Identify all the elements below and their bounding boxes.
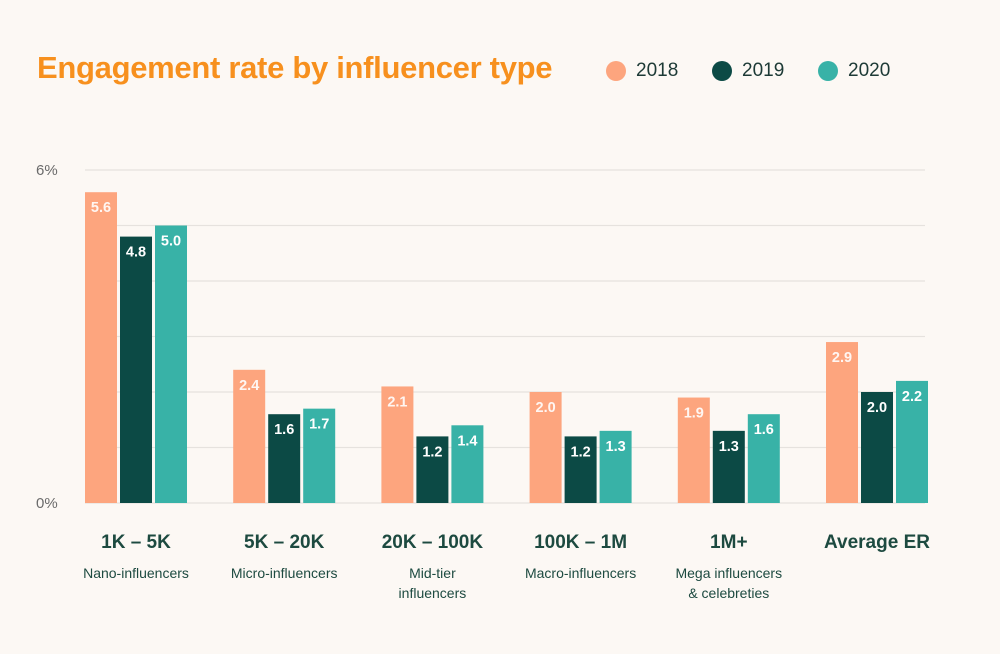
y-tick-label: 0% <box>36 495 58 512</box>
bar-2019 <box>564 436 597 503</box>
data-label: 2.4 <box>239 378 259 394</box>
data-label: 5.0 <box>161 234 181 250</box>
legend-swatch <box>606 61 626 81</box>
data-label: 1.6 <box>274 422 294 438</box>
subcategory-label: influencers <box>399 585 467 601</box>
data-label: 1.9 <box>684 406 704 422</box>
subcategory-label: Mid-tier <box>409 565 456 581</box>
data-label: 4.8 <box>126 245 146 261</box>
legend-item-2019: 2019 <box>712 60 784 82</box>
data-label: 5.6 <box>91 200 111 216</box>
legend-swatch <box>712 61 732 81</box>
category-label: 5K – 20K <box>244 532 325 553</box>
bar-2018 <box>85 192 117 503</box>
legend-swatch <box>818 61 838 81</box>
legend-label: 2019 <box>742 60 785 81</box>
data-label: 1.6 <box>754 422 774 438</box>
bar-2019 <box>416 436 449 503</box>
bar-2020 <box>451 425 484 503</box>
data-label: 2.2 <box>902 389 922 405</box>
subcategory-label: Mega influencers <box>675 565 782 581</box>
bar-2020 <box>303 408 336 503</box>
y-tick-label: 6% <box>36 162 58 179</box>
data-label: 2.9 <box>832 350 852 366</box>
chart-title: Engagement rate by influencer type <box>37 50 553 85</box>
bar-2019 <box>120 236 152 503</box>
data-label: 1.2 <box>571 444 591 460</box>
legend-label: 2020 <box>848 60 891 81</box>
data-label: 1.4 <box>457 433 477 449</box>
data-label: 1.3 <box>606 439 626 455</box>
category-label: 20K – 100K <box>382 532 484 553</box>
bar-2018 <box>677 397 710 503</box>
legend-label: 2018 <box>636 60 679 81</box>
bar-2019 <box>861 392 893 503</box>
bar-2018 <box>381 386 414 503</box>
bar-2020 <box>747 414 780 503</box>
category-label: Average ER <box>824 532 930 553</box>
subcategory-label: & celebreties <box>688 585 769 601</box>
data-label: 1.3 <box>719 439 739 455</box>
bar-2020 <box>155 225 187 503</box>
bar-2018 <box>233 369 266 503</box>
bar-2018 <box>826 342 858 503</box>
bar-2018 <box>529 392 562 503</box>
subcategory-label: Micro-influencers <box>231 565 338 581</box>
category-label: 1K – 5K <box>101 532 171 553</box>
data-label: 2.0 <box>867 400 887 416</box>
bar-2019 <box>268 414 301 503</box>
legend-item-2020: 2020 <box>818 60 890 82</box>
data-label: 2.1 <box>387 394 407 410</box>
bar-2020 <box>599 430 632 503</box>
category-label: 1M+ <box>710 532 748 553</box>
subcategory-label: Nano-influencers <box>83 565 189 581</box>
legend-item-2018: 2018 <box>606 60 678 82</box>
category-label: 100K – 1M <box>534 532 627 553</box>
data-label: 1.7 <box>309 417 329 433</box>
data-label: 2.0 <box>536 400 556 416</box>
subcategory-label: Macro-influencers <box>525 565 636 581</box>
bar-2020 <box>896 380 928 503</box>
data-label: 1.2 <box>422 444 442 460</box>
bar-2019 <box>712 430 745 503</box>
